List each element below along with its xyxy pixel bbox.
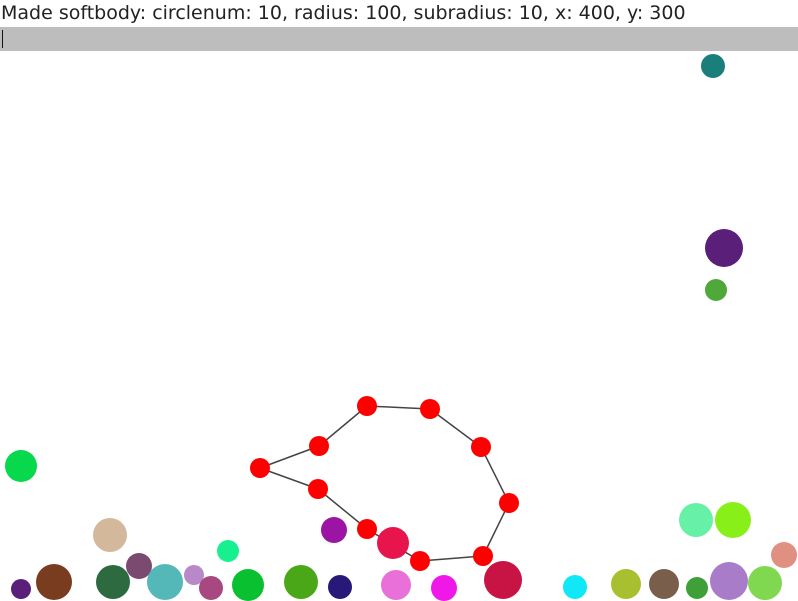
physics-ball[interactable] [649, 569, 679, 599]
physics-ball[interactable] [217, 540, 239, 562]
softbody-edge [317, 488, 368, 530]
softbody-node[interactable] [410, 551, 430, 571]
physics-ball[interactable] [715, 502, 751, 538]
console-input-bar[interactable] [0, 27, 798, 51]
physics-canvas[interactable] [0, 51, 798, 601]
physics-ball[interactable] [705, 229, 743, 267]
softbody-node[interactable] [471, 437, 491, 457]
physics-ball[interactable] [748, 566, 782, 600]
softbody-edge [259, 467, 319, 490]
softbody-edge [419, 555, 484, 562]
softbody-node[interactable] [309, 436, 329, 456]
physics-ball[interactable] [381, 570, 411, 600]
physics-ball[interactable] [710, 562, 748, 600]
physics-ball[interactable] [377, 527, 409, 559]
softbody-node[interactable] [499, 493, 519, 513]
physics-ball[interactable] [563, 575, 587, 599]
softbody-edge [480, 446, 510, 504]
balls-layer[interactable] [5, 54, 797, 601]
physics-ball[interactable] [96, 565, 130, 599]
physics-ball[interactable] [11, 579, 31, 599]
physics-ball[interactable] [679, 503, 713, 537]
physics-ball[interactable] [232, 569, 264, 601]
physics-ball[interactable] [36, 564, 72, 600]
softbody-node[interactable] [420, 399, 440, 419]
physics-ball[interactable] [184, 565, 204, 585]
physics-ball[interactable] [328, 575, 352, 599]
softbody-node[interactable] [357, 519, 377, 539]
physics-ball[interactable] [705, 279, 727, 301]
physics-ball[interactable] [199, 576, 223, 600]
softbody-node[interactable] [357, 396, 377, 416]
physics-ball[interactable] [147, 564, 183, 600]
physics-ball[interactable] [5, 450, 37, 482]
softbody[interactable] [250, 396, 519, 571]
physics-ball[interactable] [771, 542, 797, 568]
softbody-edge [366, 405, 431, 410]
physics-ball[interactable] [431, 575, 457, 601]
status-message: Made softbody: circlenum: 10, radius: 10… [1, 2, 686, 24]
softbody-edge [259, 445, 320, 469]
physics-ball[interactable] [611, 569, 641, 599]
physics-ball[interactable] [126, 553, 152, 579]
text-caret [2, 30, 3, 48]
physics-ball[interactable] [484, 561, 522, 599]
softbody-node[interactable] [308, 479, 328, 499]
softbody-node[interactable] [250, 458, 270, 478]
physics-ball[interactable] [701, 54, 725, 78]
physics-ball[interactable] [686, 577, 708, 599]
physics-ball[interactable] [321, 517, 347, 543]
softbody-edge [429, 408, 482, 448]
physics-ball[interactable] [93, 518, 127, 552]
softbody-edge [318, 405, 368, 447]
softbody-node[interactable] [473, 546, 493, 566]
physics-ball[interactable] [284, 565, 318, 599]
